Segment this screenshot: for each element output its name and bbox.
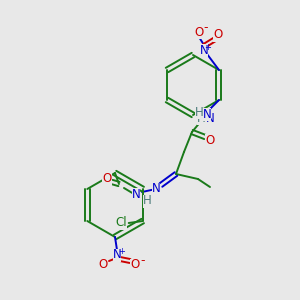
Text: +: + [205, 43, 212, 52]
Text: H: H [196, 112, 206, 124]
Text: O: O [194, 26, 204, 38]
Text: O: O [213, 28, 223, 41]
Text: H: H [195, 106, 203, 118]
Text: N: N [112, 248, 122, 262]
Text: N: N [152, 182, 160, 196]
Text: N: N [200, 44, 208, 56]
Text: N: N [202, 107, 211, 121]
Text: O: O [130, 259, 140, 272]
Text: O: O [102, 172, 112, 185]
Text: -: - [141, 254, 145, 268]
Text: H: H [142, 194, 152, 208]
Text: +: + [118, 247, 125, 256]
Text: O: O [98, 259, 108, 272]
Text: N: N [132, 188, 140, 200]
Text: -: - [204, 22, 208, 34]
Text: O: O [206, 134, 214, 146]
Text: Cl: Cl [115, 217, 127, 230]
Text: N: N [206, 112, 214, 124]
